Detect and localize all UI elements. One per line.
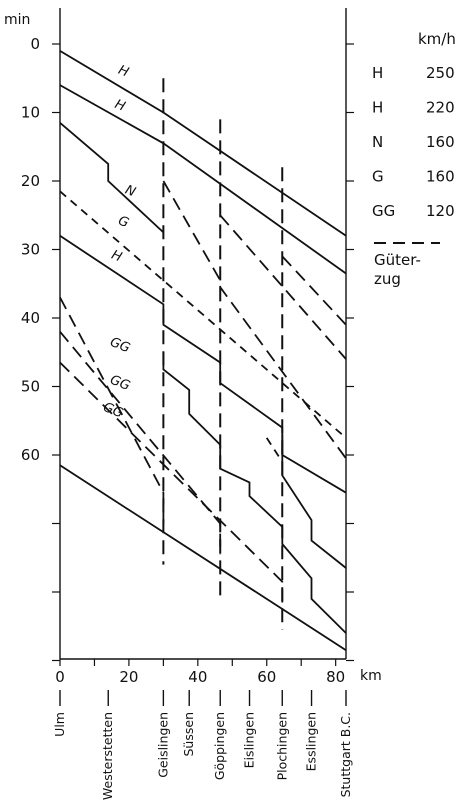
- station-label: Eislingen: [242, 712, 257, 768]
- legend-speed: 160: [426, 168, 455, 186]
- y-axis-title: min: [4, 12, 30, 28]
- train-path: [162, 352, 347, 634]
- legend-label: GG: [372, 202, 395, 220]
- x-tick-label: 0: [55, 668, 65, 686]
- station-markers: [162, 78, 284, 630]
- train-path: [59, 84, 347, 275]
- legend: km/h H 250 H 220 N 160 G 160 GG 120 Güter-zug: [372, 30, 456, 288]
- legend-freight-label-2: zug: [374, 270, 401, 288]
- x-tick-label: 40: [188, 668, 207, 686]
- station-label: Esslingen: [304, 712, 319, 771]
- station-label: Westerstetten: [100, 712, 115, 800]
- legend-speed: 160: [426, 133, 455, 151]
- train-path: [59, 50, 347, 237]
- train-label: GG: [108, 373, 132, 394]
- x-tick-label: 20: [119, 668, 138, 686]
- legend-label: H: [372, 64, 383, 82]
- x-tick-label: 80: [326, 668, 345, 686]
- train-path: [219, 214, 347, 360]
- train-path: [59, 361, 284, 606]
- train-path: [59, 296, 165, 524]
- y-tick-label: 30: [21, 241, 40, 259]
- train-path: [59, 190, 347, 439]
- legend-speed: 250: [426, 64, 455, 82]
- legend-label: H: [372, 99, 383, 117]
- legend-freight-label-1: Güter-: [374, 251, 421, 269]
- y-tick-label: 0: [30, 35, 40, 53]
- station-label: Stuttgart B.C.: [338, 712, 353, 797]
- y-tick-label: 50: [21, 378, 40, 396]
- station-label: Geislingen: [155, 712, 170, 778]
- train-paths: [59, 50, 347, 651]
- train-path: [265, 437, 284, 463]
- legend-label: G: [372, 168, 384, 186]
- train-label: H: [109, 248, 124, 266]
- train-path: [162, 180, 347, 459]
- x-tick-label: 60: [257, 668, 276, 686]
- legend-header: km/h: [418, 30, 456, 48]
- train-label: G: [116, 213, 131, 231]
- y-tick-label: 20: [21, 172, 40, 190]
- train-label: H: [113, 97, 128, 115]
- station-label: Plochingen: [274, 712, 289, 780]
- train-label: GG: [101, 400, 125, 421]
- station-label: Ulm: [52, 712, 67, 737]
- train-path: [59, 464, 347, 651]
- train-label: H: [116, 63, 131, 81]
- station-label: Süssen: [181, 712, 196, 757]
- train-path: [281, 434, 347, 569]
- x-axis-title: km: [360, 668, 382, 684]
- train-path: [59, 331, 222, 555]
- train-path: [281, 255, 347, 326]
- train-path: [59, 122, 165, 234]
- train-path: [59, 235, 347, 494]
- train-label: GG: [108, 335, 132, 356]
- station-label: Göppingen: [212, 712, 227, 780]
- legend-speed: 220: [426, 99, 455, 117]
- legend-speed: 120: [426, 202, 455, 220]
- y-tick-label: 60: [21, 446, 40, 464]
- legend-label: N: [372, 133, 383, 151]
- y-tick-label: 40: [21, 309, 40, 327]
- y-tick-label: 10: [21, 104, 40, 122]
